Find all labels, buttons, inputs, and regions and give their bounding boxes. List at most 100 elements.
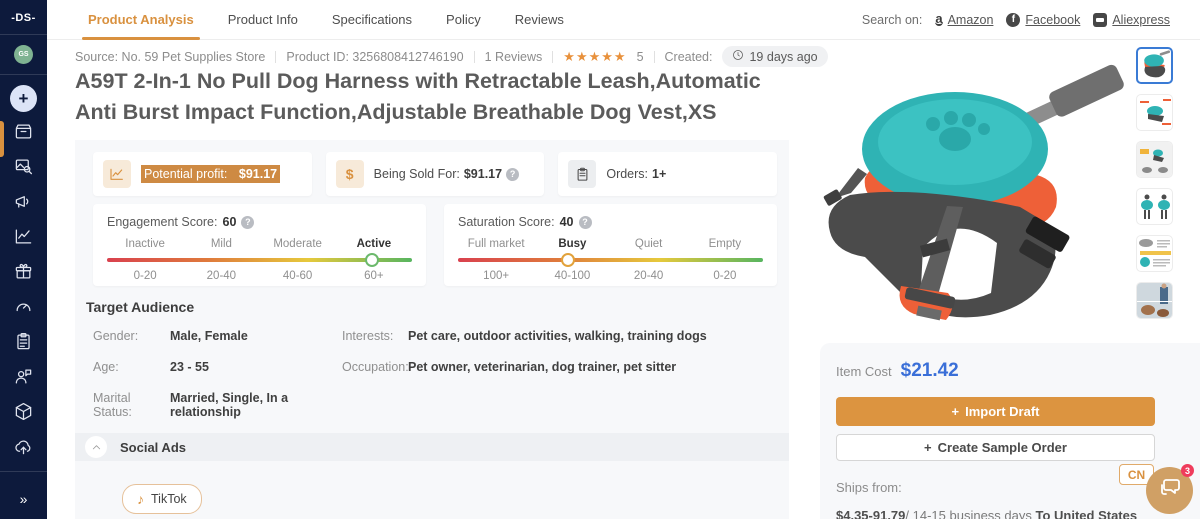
gender-label: Gender:: [93, 329, 139, 343]
range-label: 60+: [364, 270, 384, 282]
image-search-icon: [14, 157, 33, 181]
orders-card: Orders: 1+: [558, 152, 778, 196]
range-label: 40-60: [282, 270, 313, 282]
engagement-label: Engagement Score:: [107, 215, 218, 229]
being-sold-for-card: $ Being Sold For: $91.17 ?: [325, 152, 545, 196]
search-on-label: Search on:: [861, 12, 923, 27]
target-audience-title: Target Audience: [86, 299, 195, 315]
range-label: 20-40: [633, 270, 664, 282]
tab-product-analysis[interactable]: Product Analysis: [82, 0, 200, 40]
sold-value: $91.17: [463, 167, 503, 181]
aliexpress-icon: [1093, 12, 1108, 27]
level-label: Inactive: [125, 238, 165, 250]
shipping-price-line: $4.35-91.79/ 14-15 business days To Unit…: [836, 508, 1200, 519]
age-value: 23 - 55: [170, 360, 209, 374]
product-meta-row: Source: No. 59 Pet Supplies Store Produc…: [75, 46, 828, 67]
item-cost-label: Item Cost: [836, 364, 892, 379]
thumbnail-gallery: [1136, 47, 1173, 319]
analysis-panel: Potential profit: $91.17 $ Being Sold Fo…: [75, 140, 789, 519]
range-label: 40-100: [554, 270, 591, 282]
product-thumbnail-4[interactable]: [1136, 188, 1173, 225]
purchase-panel: Item Cost $21.42 + Import Draft + Create…: [820, 343, 1200, 519]
engagement-score: 60: [222, 215, 237, 229]
reviews-count: 1 Reviews: [484, 49, 543, 64]
product-id-text: Product ID: 3256808412746190: [286, 49, 464, 64]
info-icon[interactable]: ?: [578, 215, 592, 229]
range-label: 0-20: [713, 270, 737, 282]
info-icon[interactable]: ?: [241, 215, 255, 229]
clock-icon: [732, 49, 744, 64]
ships-from-label: Ships from:: [836, 480, 902, 495]
created-label: Created:: [664, 49, 713, 64]
tab-specifications[interactable]: Specifications: [331, 12, 413, 27]
gender-value: Male, Female: [170, 329, 248, 343]
plus-icon: +: [924, 440, 932, 455]
sidebar-item-gifts[interactable]: [0, 256, 47, 291]
social-ads-title: Social Ads: [120, 439, 186, 455]
level-label-active: Active: [356, 238, 392, 250]
sidebar-item-orders[interactable]: [0, 326, 47, 361]
saturation-gradient-bar: [458, 253, 763, 267]
cloud-import-icon: [14, 437, 33, 461]
create-sample-order-button[interactable]: + Create Sample Order: [836, 434, 1155, 461]
app-sidebar: -DS- GS +: [0, 0, 47, 519]
analytics-icon: [14, 227, 33, 251]
import-draft-button[interactable]: + Import Draft: [836, 397, 1155, 426]
rating-value: 5: [636, 49, 644, 64]
tab-policy[interactable]: Policy: [446, 12, 481, 27]
product-thumbnail-1[interactable]: [1136, 47, 1173, 84]
interests-label: Interests:: [342, 329, 394, 343]
dollar-icon: $: [335, 160, 364, 188]
marital-status-label: Marital Status:: [93, 391, 132, 419]
tiktok-filter-button[interactable]: ♪ TikTok: [122, 484, 202, 514]
social-ads-section-header: Social Ads: [75, 433, 789, 461]
add-button[interactable]: +: [10, 85, 37, 112]
sidebar-item-supplier[interactable]: [0, 116, 47, 151]
gauge-icon: [14, 297, 33, 321]
search-amazon-link[interactable]: a Amazon: [935, 11, 994, 27]
tab-bar: Product Analysis Product Info Specificat…: [47, 0, 1200, 40]
level-label: Moderate: [273, 238, 322, 250]
active-nav-indicator: [0, 121, 4, 157]
amazon-icon: a: [935, 11, 943, 26]
supplier-icon: [14, 122, 33, 146]
avatar[interactable]: GS: [14, 45, 33, 64]
divider: [653, 50, 655, 63]
age-label: Age:: [93, 360, 119, 374]
interests-value: Pet care, outdoor activities, walking, t…: [408, 329, 707, 343]
sidebar-expand-button[interactable]: »: [19, 491, 28, 507]
divider: [473, 50, 475, 63]
product-image: [805, 46, 1135, 341]
sidebar-item-analytics[interactable]: [0, 221, 47, 256]
level-label: Quiet: [634, 238, 663, 250]
search-facebook-link[interactable]: f Facebook: [1006, 12, 1080, 27]
product-thumbnail-3[interactable]: [1136, 141, 1173, 178]
product-thumbnail-2[interactable]: [1136, 94, 1173, 131]
tab-reviews[interactable]: Reviews: [514, 12, 564, 27]
level-label: Full market: [467, 238, 525, 250]
sidebar-item-image-search[interactable]: [0, 151, 47, 186]
facebook-icon: f: [1006, 12, 1021, 27]
sidebar-item-packages[interactable]: [0, 396, 47, 431]
level-label: Empty: [708, 238, 742, 250]
search-aliexpress-link[interactable]: Aliexpress: [1093, 12, 1170, 27]
saturation-label: Saturation Score:: [458, 215, 555, 229]
sidebar-item-import[interactable]: [0, 431, 47, 466]
sidebar-item-dashboard[interactable]: [0, 291, 47, 326]
chat-bubbles-icon: [1158, 476, 1182, 505]
info-icon[interactable]: ?: [506, 167, 520, 181]
chat-notification-badge: 3: [1181, 464, 1194, 477]
divider: [0, 471, 47, 472]
occupation-label: Occupation:: [342, 360, 409, 374]
occupation-value: Pet owner, veterinarian, dog trainer, pe…: [408, 360, 677, 374]
sidebar-item-affiliate[interactable]: [0, 361, 47, 396]
engagement-slider-knob: [365, 253, 380, 267]
product-thumbnail-5[interactable]: [1136, 235, 1173, 272]
collapse-chevron-button[interactable]: [85, 436, 107, 458]
tab-product-info[interactable]: Product Info: [227, 12, 298, 27]
source-text: Source: No. 59 Pet Supplies Store: [75, 49, 266, 64]
profit-value: $91.17: [238, 167, 278, 181]
sidebar-item-marketing[interactable]: [0, 186, 47, 221]
product-thumbnail-6[interactable]: [1136, 282, 1173, 319]
